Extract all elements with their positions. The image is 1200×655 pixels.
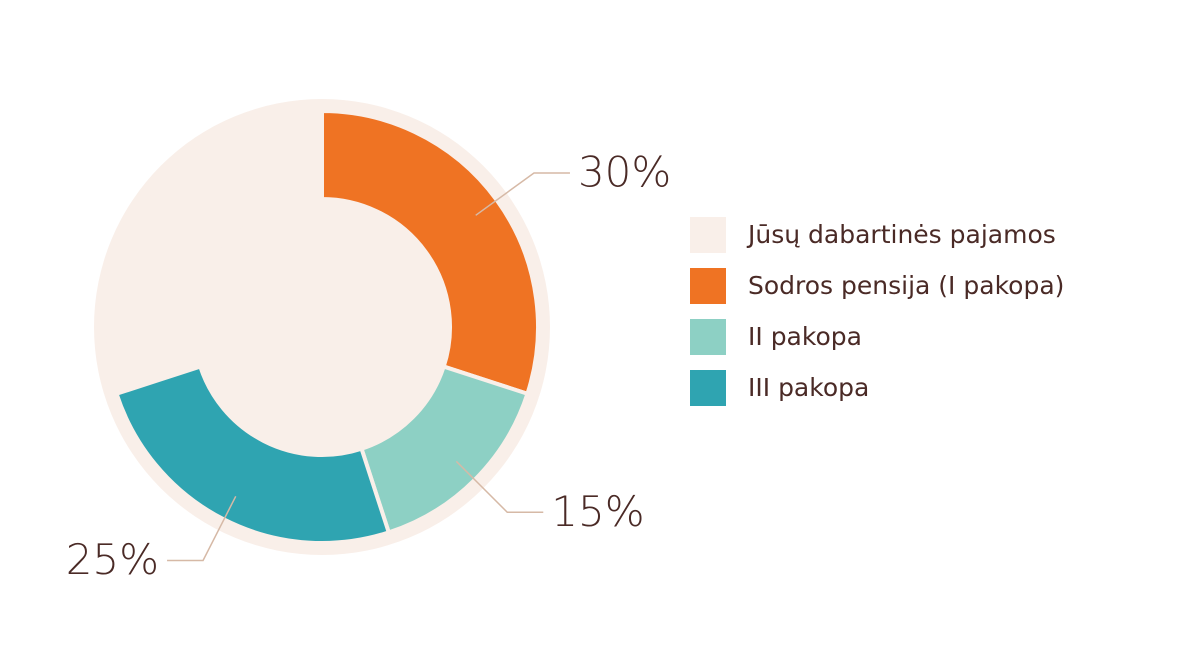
legend-label: III pakopa — [748, 373, 869, 402]
leader-line — [455, 460, 544, 514]
legend-label: Sodros pensija (I pakopa) — [748, 271, 1064, 300]
donut-segment — [114, 364, 392, 545]
legend-label: II pakopa — [748, 322, 862, 351]
leader-line — [167, 495, 237, 562]
value-label: 30% — [578, 148, 671, 197]
legend-swatch — [690, 370, 726, 406]
donut-segment — [320, 108, 540, 397]
legend-swatch — [690, 268, 726, 304]
legend-label: Jūsų dabartinės pajamos — [746, 220, 1056, 249]
value-label: 15% — [551, 487, 644, 536]
legend-swatch — [690, 217, 726, 253]
leader-line — [475, 172, 570, 216]
value-label: 25% — [66, 535, 159, 584]
donut-segment — [105, 111, 322, 394]
legend-swatch — [690, 319, 726, 355]
